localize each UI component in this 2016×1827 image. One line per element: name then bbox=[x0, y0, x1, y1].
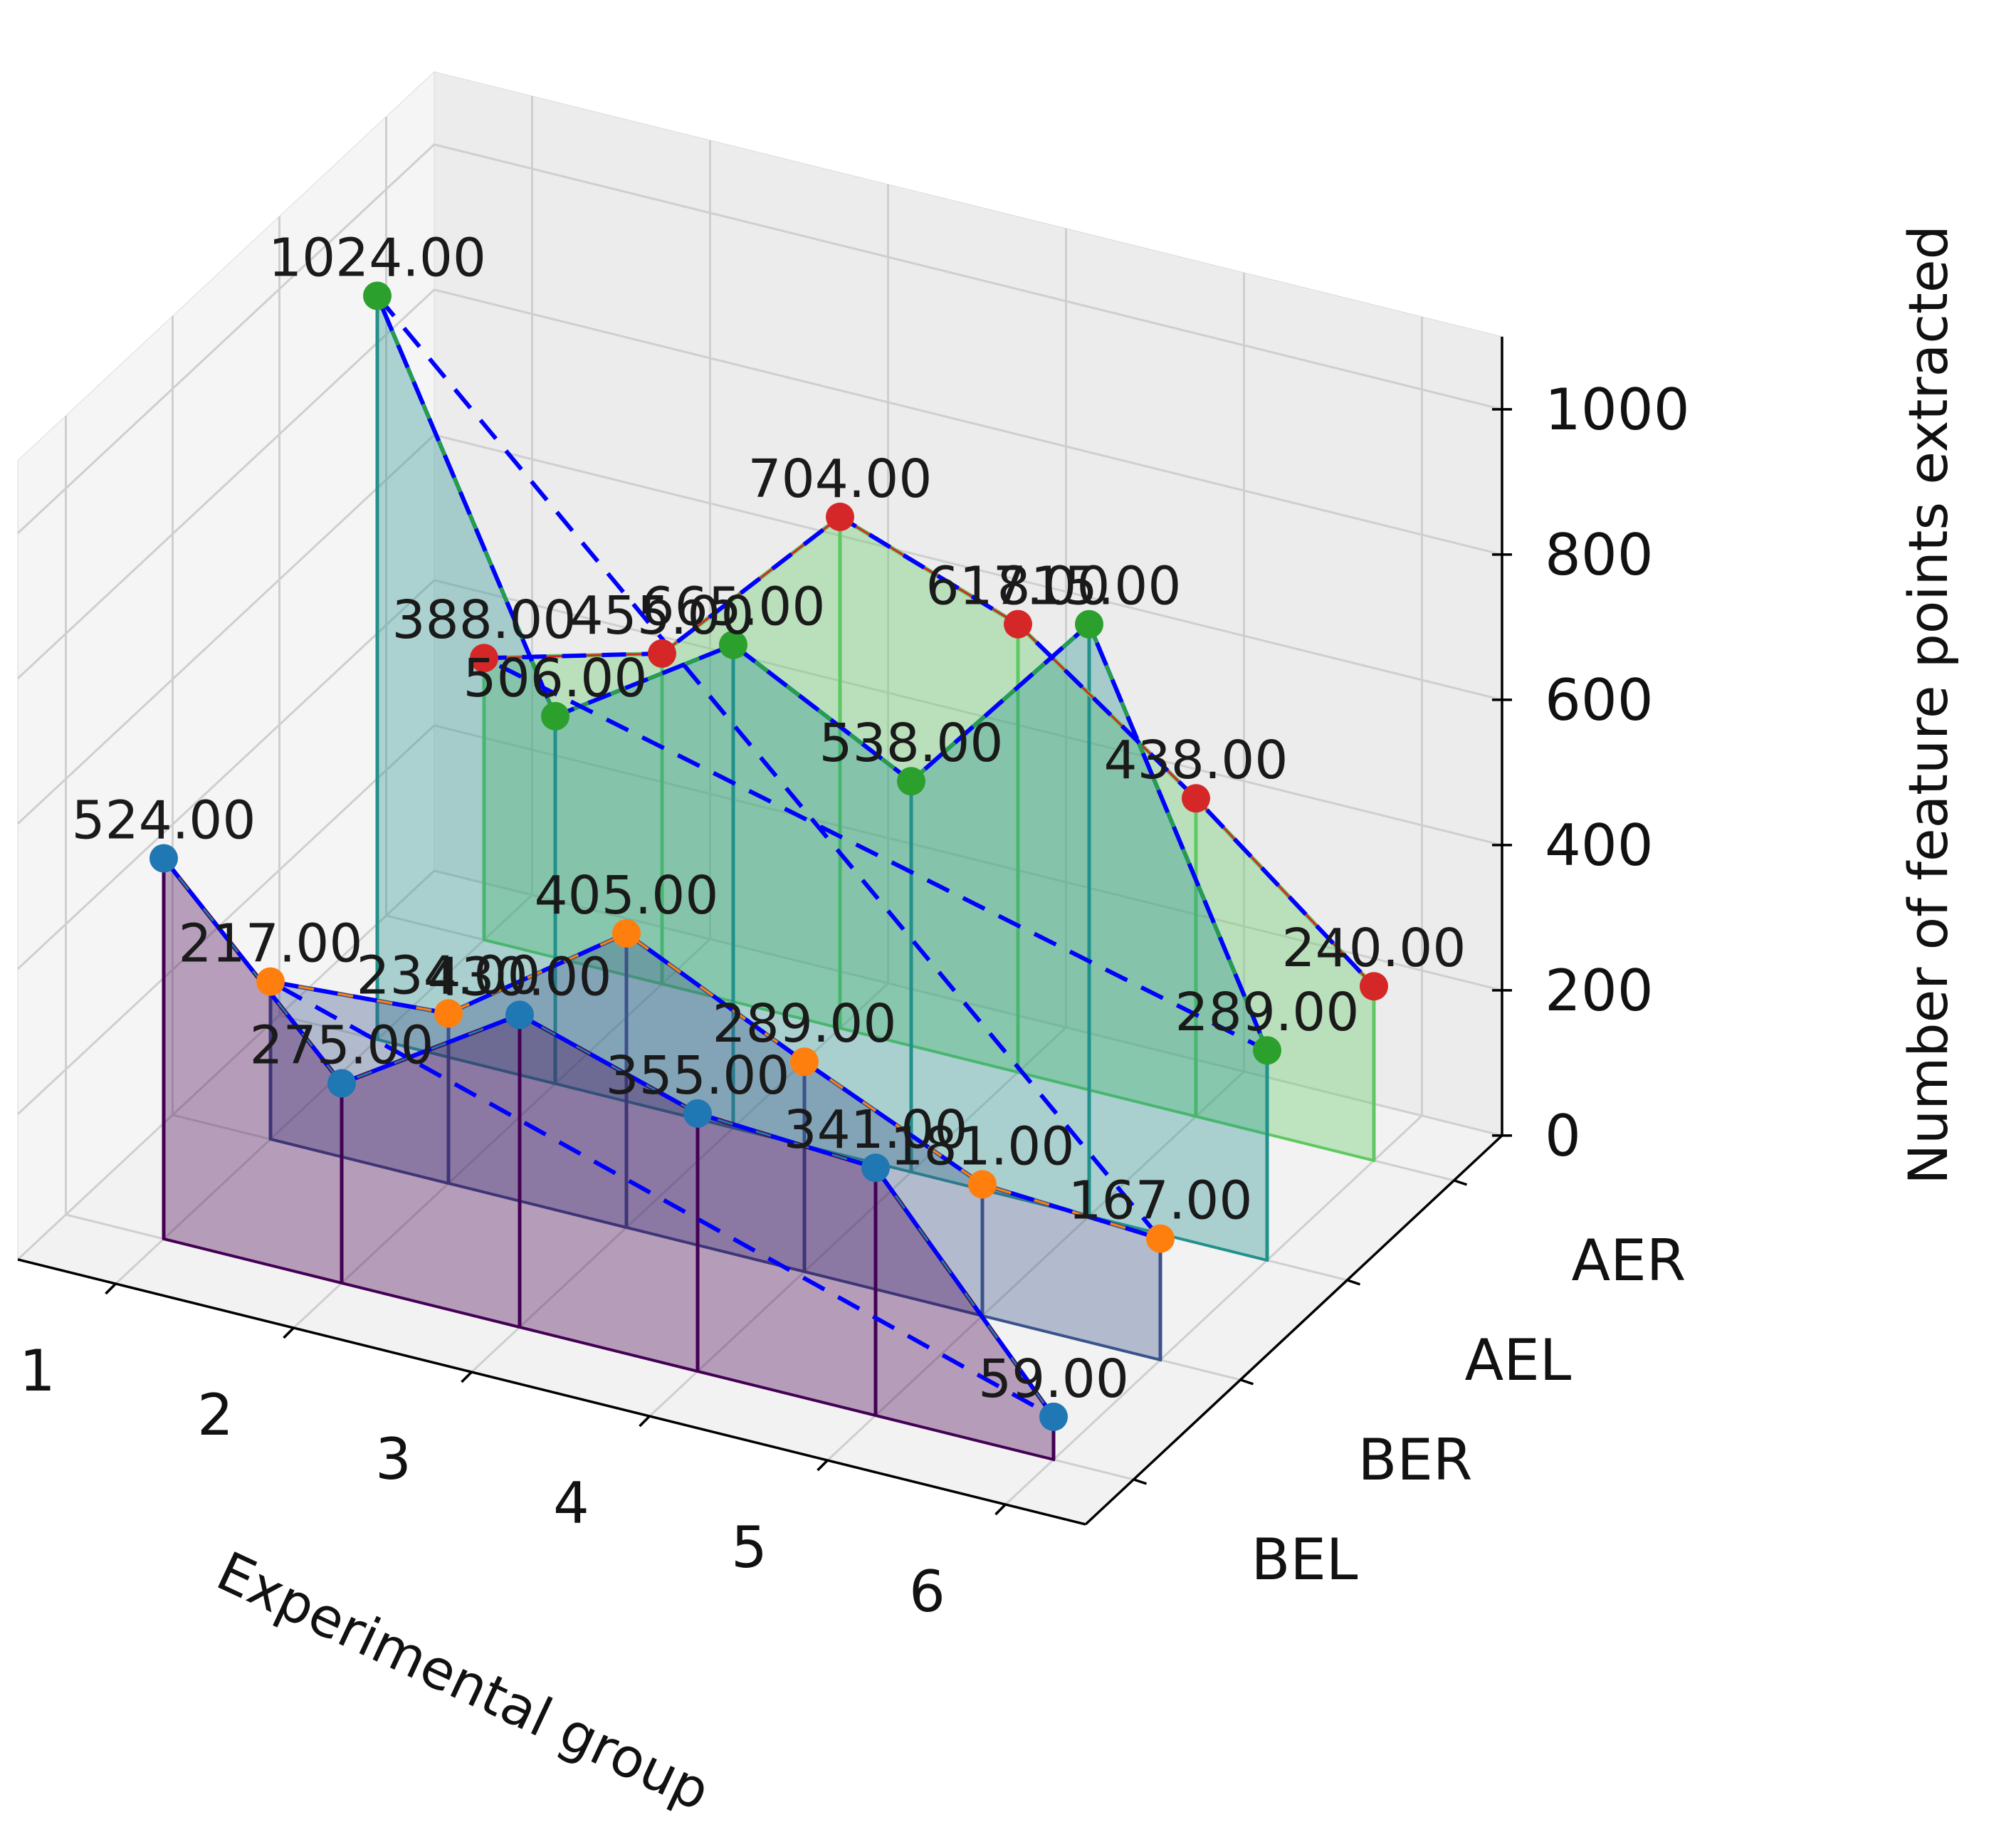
x-tick bbox=[461, 1371, 473, 1383]
y-tick-label: BEL bbox=[1251, 1527, 1358, 1593]
x-tick-label: 3 bbox=[375, 1426, 411, 1492]
data-point bbox=[897, 767, 925, 796]
x-tick-label: 4 bbox=[553, 1470, 589, 1537]
data-point bbox=[1075, 609, 1103, 639]
z-tick-label: 800 bbox=[1545, 522, 1654, 588]
data-point bbox=[861, 1153, 890, 1183]
data-label: 217.00 bbox=[179, 914, 363, 975]
data-point bbox=[505, 1000, 534, 1030]
data-point bbox=[683, 1099, 712, 1128]
z-tick-label: 200 bbox=[1545, 958, 1654, 1024]
data-label: 665.00 bbox=[641, 577, 826, 638]
data-label: 240.00 bbox=[1282, 918, 1466, 979]
y-tick-label: BER bbox=[1358, 1427, 1473, 1493]
data-point bbox=[790, 1047, 819, 1077]
grid-lines bbox=[16, 96, 1503, 1506]
y-tick bbox=[1453, 1179, 1468, 1186]
x-tick bbox=[817, 1459, 829, 1472]
x-tick-label: 1 bbox=[19, 1338, 56, 1404]
y-axis bbox=[1084, 1134, 1503, 1526]
data-label: 341.00 bbox=[784, 1099, 968, 1161]
data-label: 1024.00 bbox=[268, 228, 486, 289]
data-label: 815.00 bbox=[997, 556, 1182, 617]
data-points bbox=[149, 281, 1388, 1431]
z-tick-label: 1000 bbox=[1545, 377, 1690, 443]
data-label: 275.00 bbox=[250, 1015, 434, 1077]
data-point bbox=[826, 502, 854, 531]
axis-panes bbox=[16, 70, 1503, 1525]
data-point bbox=[149, 844, 178, 873]
x-tick-label: 5 bbox=[731, 1514, 767, 1581]
data-label: 438.00 bbox=[1104, 730, 1288, 791]
x-tick-label: 2 bbox=[197, 1382, 233, 1448]
connector-line bbox=[162, 294, 1376, 1419]
data-point bbox=[327, 1069, 356, 1098]
data-label: 617.00 bbox=[926, 556, 1111, 617]
data-label: 167.00 bbox=[1069, 1171, 1253, 1232]
data-label: 455.00 bbox=[570, 585, 755, 646]
data-point bbox=[256, 967, 285, 996]
x-tick bbox=[283, 1326, 295, 1339]
y-tick-label: AER bbox=[1572, 1227, 1686, 1294]
data-point bbox=[541, 701, 569, 731]
data-point bbox=[1253, 1036, 1281, 1065]
z-tick-label: 600 bbox=[1545, 667, 1654, 733]
data-label: 506.00 bbox=[463, 648, 648, 709]
grid-line-z bbox=[16, 724, 1503, 1115]
x-tick bbox=[105, 1282, 117, 1295]
data-label: 289.00 bbox=[1175, 982, 1360, 1043]
data-label: 430.00 bbox=[428, 946, 612, 1007]
z-tick-label: 400 bbox=[1545, 812, 1654, 879]
grid-line-z bbox=[16, 143, 1503, 534]
data-point bbox=[612, 918, 641, 948]
data-point bbox=[470, 644, 498, 673]
data-label: 538.00 bbox=[819, 713, 1004, 774]
data-point bbox=[1182, 784, 1210, 813]
data-label: 59.00 bbox=[978, 1349, 1129, 1410]
y-tick bbox=[1133, 1478, 1148, 1485]
data-label: 388.00 bbox=[392, 590, 577, 651]
x-tick bbox=[639, 1415, 651, 1428]
data-label: 704.00 bbox=[748, 449, 933, 510]
data-point bbox=[1146, 1224, 1175, 1253]
data-point bbox=[1360, 972, 1388, 1001]
data-label: 524.00 bbox=[72, 790, 256, 852]
data-label: 355.00 bbox=[606, 1045, 790, 1106]
data-point bbox=[648, 639, 676, 668]
data-label: 181.00 bbox=[891, 1116, 1075, 1177]
data-point bbox=[1004, 609, 1032, 639]
x-tick bbox=[994, 1503, 1007, 1516]
z-tick-label: 0 bbox=[1545, 1103, 1581, 1169]
series-edge-aer bbox=[483, 515, 1375, 988]
x-tick-label: 6 bbox=[909, 1559, 945, 1625]
x-axis bbox=[17, 1258, 1086, 1526]
grid-line-z bbox=[16, 288, 1503, 679]
y-tick-label: AEL bbox=[1465, 1327, 1572, 1393]
data-point bbox=[719, 630, 747, 659]
z-axis-label: Number of feature points extracted bbox=[1896, 225, 1960, 1185]
data-label: 405.00 bbox=[535, 865, 719, 926]
y-tick bbox=[1346, 1279, 1361, 1286]
y-tick bbox=[1239, 1378, 1254, 1386]
data-point bbox=[434, 999, 463, 1028]
grid-line-z bbox=[16, 869, 1503, 1260]
dashed-connector bbox=[162, 294, 1376, 1419]
data-label: 289.00 bbox=[713, 993, 897, 1054]
data-point bbox=[363, 281, 392, 310]
x-axis-label: Experimental group bbox=[208, 1539, 720, 1823]
data-label: 234.00 bbox=[357, 945, 541, 1006]
data-point bbox=[968, 1170, 997, 1199]
data-point bbox=[1039, 1402, 1068, 1431]
